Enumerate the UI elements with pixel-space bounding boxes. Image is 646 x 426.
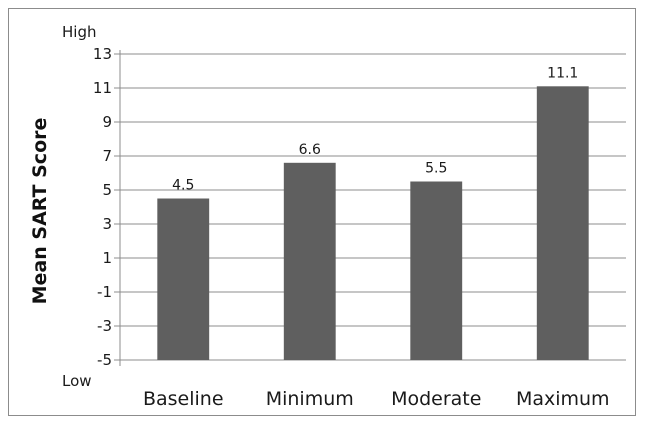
x-category-label: Baseline (143, 388, 224, 410)
bar-maximum (536, 86, 589, 361)
bar-minimum (283, 162, 336, 360)
y-tick-label: 1 (102, 249, 112, 267)
bar-moderate (410, 181, 463, 360)
data-label: 4.5 (172, 178, 194, 194)
bar-baseline (157, 198, 210, 360)
y-tick-label: 11 (93, 79, 112, 97)
x-axis-categories: Baseline Minimum Moderate Maximum (143, 388, 610, 410)
y-tick-label: 3 (102, 215, 112, 233)
y-axis-high-label: High (62, 23, 96, 41)
data-labels: 4.5 6.6 5.5 11.1 (172, 65, 578, 193)
y-tick-label: 5 (102, 181, 112, 199)
x-category-label: Maximum (516, 388, 610, 410)
y-tick-label: 7 (102, 147, 112, 165)
bars (157, 86, 589, 361)
y-tick-label: -5 (97, 351, 112, 369)
y-tick-label: -3 (97, 317, 112, 335)
data-label: 6.6 (299, 142, 321, 158)
data-label: 11.1 (547, 65, 578, 81)
y-tick-label: 13 (93, 45, 112, 63)
y-tick-label: 9 (102, 113, 112, 131)
x-category-label: Moderate (391, 388, 481, 410)
y-axis-low-label: Low (62, 372, 92, 390)
x-category-label: Minimum (266, 388, 354, 410)
y-tick-label: -1 (97, 283, 112, 301)
data-label: 5.5 (425, 161, 447, 177)
y-axis-title: Mean SART Score (29, 118, 51, 305)
